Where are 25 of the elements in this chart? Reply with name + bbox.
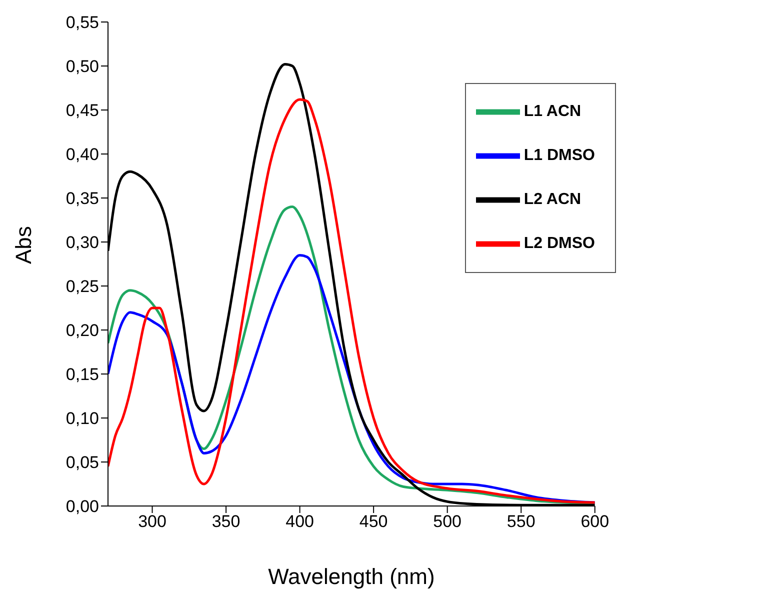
legend-label: L1 DMSO (524, 147, 595, 164)
y-tick-label: 0,50 (66, 57, 99, 76)
y-tick-label: 0,20 (66, 321, 99, 340)
y-tick-label: 0,05 (66, 453, 99, 472)
x-tick-label: 300 (138, 512, 166, 532)
y-tick-label: 0,10 (66, 409, 99, 428)
y-tick-label: 0,15 (66, 365, 99, 384)
x-tick-label: 500 (433, 512, 462, 532)
x-tick-label: 450 (359, 512, 388, 532)
x-tick-label: 350 (212, 512, 240, 532)
y-tick-label: 0,25 (66, 277, 99, 296)
legend-label: L1 ACN (524, 103, 582, 120)
y-tick-label: 0,55 (66, 13, 99, 32)
y-tick-label: 0,45 (66, 101, 99, 120)
x-tick-label: 600 (580, 512, 610, 532)
y-tick-label: 0,00 (66, 497, 99, 516)
legend-label: L2 DMSO (524, 235, 595, 252)
y-tick-label: 0,35 (66, 189, 99, 208)
x-tick-label: 550 (506, 512, 536, 532)
x-axis-title: Wavelength (nm) (268, 564, 435, 589)
x-tick-label: 400 (286, 512, 314, 532)
legend-label: L2 ACN (524, 191, 582, 208)
y-tick-label: 0,30 (66, 233, 99, 252)
y-axis-title: Abs (10, 226, 36, 264)
y-tick-label: 0,40 (66, 145, 99, 164)
